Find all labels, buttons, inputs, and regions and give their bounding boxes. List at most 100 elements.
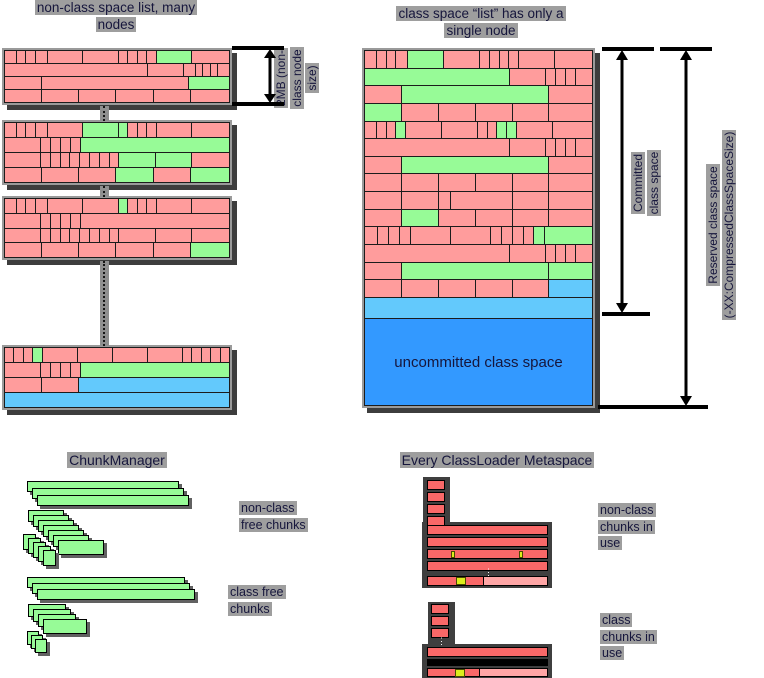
class-chunk-grid bbox=[365, 51, 593, 297]
chunk-cell bbox=[548, 174, 592, 192]
chunk-cell bbox=[508, 245, 546, 262]
memory-node-inner bbox=[4, 347, 230, 408]
chunk-bar-in-use bbox=[427, 668, 548, 677]
chunk-cell bbox=[508, 68, 546, 86]
ellipsis-dots: ⋮ bbox=[437, 636, 446, 646]
chunk-cell bbox=[82, 199, 118, 213]
chunk-cell bbox=[5, 393, 229, 407]
chunk-cell bbox=[78, 243, 116, 257]
chunk-cell bbox=[547, 86, 592, 103]
chunk-cell bbox=[188, 77, 229, 89]
chunk-cell bbox=[69, 363, 80, 377]
chunk-cell bbox=[548, 103, 592, 121]
class-in-use-label: class chunks in use bbox=[600, 612, 657, 662]
chunk-cell bbox=[5, 51, 16, 63]
chunk-cell bbox=[76, 348, 112, 362]
free-chunk bbox=[43, 619, 87, 634]
chunk-cell bbox=[152, 168, 190, 182]
chunk-row bbox=[5, 167, 229, 182]
chunk-cell bbox=[555, 139, 566, 156]
chunk-cell bbox=[474, 103, 512, 121]
chunk-cell bbox=[25, 123, 35, 137]
chunk-cell bbox=[79, 213, 229, 228]
class-space-node-inner: uncommitted class space bbox=[364, 50, 593, 406]
chunk-cell bbox=[156, 51, 192, 63]
chunk-bar-segment bbox=[428, 669, 480, 676]
chunkmanager-title: ChunkManager bbox=[17, 452, 217, 470]
chunk-row bbox=[5, 362, 229, 377]
chunk-cell bbox=[508, 51, 519, 68]
small-chunk-in-use bbox=[427, 480, 445, 490]
chunk-cell bbox=[219, 348, 230, 362]
chunk-cell bbox=[50, 138, 61, 152]
chunk-cell bbox=[181, 348, 192, 362]
chunk-cell bbox=[46, 123, 83, 137]
chunk-cell bbox=[474, 174, 512, 192]
chunk-cell bbox=[34, 199, 47, 213]
chunk-cell bbox=[437, 280, 475, 297]
chunk-cell bbox=[575, 245, 592, 262]
chunk-cell bbox=[209, 64, 218, 76]
chunk-row bbox=[365, 67, 592, 86]
small-chunk-in-use bbox=[431, 628, 449, 638]
chunk-bar-segment bbox=[428, 660, 547, 665]
chunk-cell bbox=[89, 153, 99, 167]
chunk-cell bbox=[15, 199, 26, 213]
chunk-cell bbox=[5, 123, 16, 137]
chunk-cell bbox=[41, 168, 79, 182]
chunk-cell bbox=[191, 199, 229, 213]
chunk-row bbox=[5, 76, 229, 89]
chunk-cell bbox=[115, 243, 153, 257]
chunk-cell bbox=[553, 51, 593, 68]
chunk-cell bbox=[108, 228, 119, 243]
list-link-connector bbox=[100, 261, 109, 346]
chunk-cell bbox=[5, 199, 16, 213]
chunk-cell bbox=[548, 280, 592, 297]
chunk-cell bbox=[518, 51, 554, 68]
chunk-cell bbox=[522, 227, 534, 245]
chunk-cell bbox=[59, 153, 70, 167]
chunk-cell bbox=[60, 363, 70, 377]
memory-node bbox=[2, 120, 232, 185]
chunk-cell bbox=[5, 243, 42, 257]
chunk-cell bbox=[40, 363, 51, 377]
memory-node-inner bbox=[4, 198, 230, 258]
reserved-annotation: Reserved class space (-XX:CompressedClas… bbox=[706, 113, 740, 337]
chunk-cell bbox=[443, 51, 480, 68]
chunk-cell bbox=[152, 243, 190, 257]
chunk-cell bbox=[555, 245, 566, 262]
class-space-node: uncommitted class space bbox=[362, 48, 595, 408]
chunk-cell bbox=[486, 121, 497, 139]
chunk-cell bbox=[25, 199, 35, 213]
chunk-cell bbox=[111, 348, 147, 362]
chunk-bar-in-use bbox=[427, 549, 548, 559]
chunk-cell bbox=[78, 90, 116, 102]
chunk-cell bbox=[13, 348, 23, 362]
chunk-row bbox=[365, 191, 592, 209]
chunk-row bbox=[365, 208, 592, 227]
chunk-cell bbox=[409, 227, 450, 245]
arrowhead-down-icon bbox=[616, 303, 628, 313]
chunk-cell bbox=[398, 227, 410, 245]
committed-annotation: Committed class space bbox=[631, 118, 665, 248]
chunk-cell bbox=[69, 213, 80, 228]
non-class-free-chunks-label: non-class free chunks bbox=[239, 500, 308, 533]
class-in-use-label-text: class chunks in use bbox=[600, 613, 657, 660]
chunk-row bbox=[5, 63, 229, 76]
chunk-cell bbox=[40, 153, 50, 167]
chunk-cell bbox=[127, 199, 137, 213]
chunk-cell bbox=[15, 51, 26, 63]
chunk-row bbox=[365, 244, 592, 262]
chunk-bar-segment bbox=[479, 669, 547, 676]
chunk-cell bbox=[548, 192, 592, 209]
allocation-mark bbox=[455, 669, 465, 677]
arrowhead-down-icon bbox=[680, 396, 692, 406]
chunk-cell bbox=[182, 64, 195, 76]
reserved-annotation-text: Reserved class space (-XX:CompressedClas… bbox=[706, 129, 736, 321]
ellipsis-dots: ⋮ bbox=[484, 567, 493, 577]
chunk-row bbox=[365, 120, 593, 139]
chunk-cell bbox=[98, 153, 109, 167]
chunk-cell bbox=[40, 228, 50, 243]
chunk-row bbox=[5, 89, 229, 102]
